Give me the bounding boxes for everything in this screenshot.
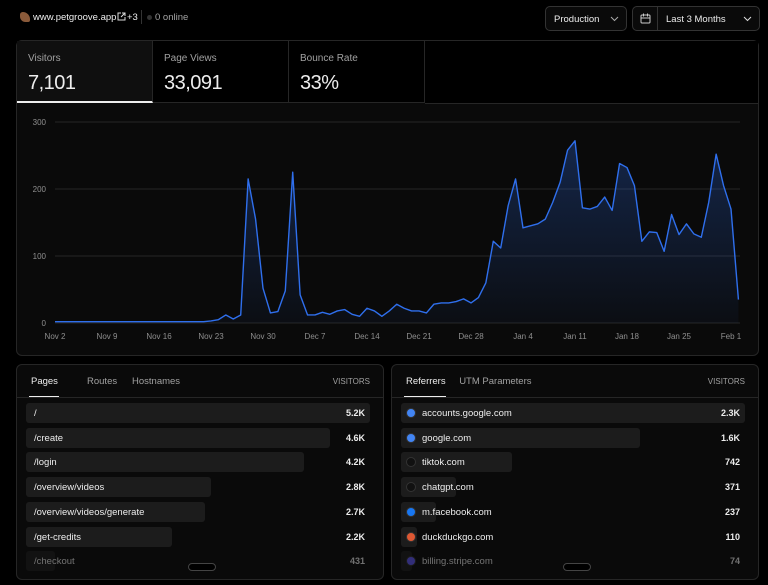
row-value: 2.3K [721, 408, 740, 418]
x-tick-label: Nov 9 [97, 332, 118, 341]
y-tick-label: 300 [33, 118, 47, 127]
table-row[interactable]: chatgpt.com 371 [401, 477, 745, 497]
row-value: 742 [725, 457, 740, 467]
pages-panel: Pages Routes Hostnames VISITORS / 5.2K/create… [16, 364, 384, 580]
table-row[interactable]: / 5.2K [26, 403, 370, 423]
x-tick-label: Jan 11 [563, 332, 587, 341]
value-bar [26, 428, 330, 448]
row-label: /get-credits [34, 532, 81, 543]
x-tick-label: Nov 2 [45, 332, 66, 341]
x-tick-label: Feb 1 [721, 332, 742, 341]
row-value: 2.2K [346, 532, 365, 542]
tab[interactable]: UTM Parameters [459, 376, 531, 387]
x-tick-label: Nov 23 [198, 332, 224, 341]
row-value: 4.6K [346, 433, 365, 443]
table-row[interactable]: m.facebook.com 237 [401, 502, 745, 522]
row-label: duckduckgo.com [422, 532, 493, 543]
header-rule [17, 397, 383, 398]
row-value: 1.6K [721, 433, 740, 443]
row-label: chatgpt.com [422, 482, 474, 493]
x-tick-label: Nov 30 [250, 332, 276, 341]
row-label: billing.stripe.com [422, 556, 493, 567]
x-tick-label: Dec 14 [354, 332, 380, 341]
value-bar [26, 403, 370, 423]
row-label: /overview/videos [34, 482, 104, 493]
value-bar [26, 452, 304, 472]
table-row[interactable]: /login 4.2K [26, 452, 370, 472]
source-icon [406, 556, 416, 566]
table-row[interactable]: tiktok.com 742 [401, 452, 745, 472]
row-label: accounts.google.com [422, 408, 512, 419]
column-header: VISITORS [708, 377, 745, 386]
x-tick-label: Jan 4 [513, 332, 533, 341]
tab[interactable]: Hostnames [132, 376, 180, 387]
x-tick-label: Jan 18 [615, 332, 640, 341]
row-label: /login [34, 457, 57, 468]
row-value: 2.7K [346, 507, 365, 517]
x-tick-label: Dec 28 [458, 332, 484, 341]
table-row[interactable]: /get-credits 2.2K [26, 527, 370, 547]
row-value: 74 [730, 556, 740, 566]
source-icon [406, 532, 416, 542]
row-label: / [34, 408, 37, 419]
row-label: tiktok.com [422, 457, 465, 468]
column-header: VISITORS [333, 377, 370, 386]
source-icon [406, 433, 416, 443]
x-tick-label: Dec 21 [406, 332, 432, 341]
scroll-pill [563, 563, 591, 571]
x-tick-label: Nov 16 [146, 332, 172, 341]
header-rule [392, 397, 758, 398]
table-row[interactable]: duckduckgo.com 110 [401, 527, 745, 547]
y-tick-label: 0 [42, 319, 47, 328]
table-row[interactable]: google.com 1.6K [401, 428, 745, 448]
tab[interactable]: Pages [31, 376, 58, 387]
row-value: 4.2K [346, 457, 365, 467]
row-value: 431 [350, 556, 365, 566]
row-value: 371 [725, 482, 740, 492]
table-row[interactable]: /overview/videos/generate 2.7K [26, 502, 370, 522]
table-row[interactable]: /create 4.6K [26, 428, 370, 448]
row-value: 2.8K [346, 482, 365, 492]
row-value: 237 [725, 507, 740, 517]
x-tick-label: Jan 25 [667, 332, 692, 341]
referrers-panel: Referrers UTM Parameters VISITORS accounts.… [391, 364, 759, 580]
row-label: /create [34, 433, 63, 444]
x-tick-label: Dec 7 [305, 332, 326, 341]
area-fill [55, 141, 738, 323]
row-label: /checkout [34, 556, 75, 567]
chart: 0 100 200 300 Nov 2 Nov 9 Nov 16 Nov 23 Nov 30 De… [0, 0, 768, 360]
row-label: m.facebook.com [422, 507, 492, 518]
y-tick-label: 200 [33, 185, 47, 194]
y-tick-label: 100 [33, 252, 47, 261]
source-icon [406, 507, 416, 517]
row-value: 5.2K [346, 408, 365, 418]
scroll-pill [188, 563, 216, 571]
row-label: /overview/videos/generate [34, 507, 144, 518]
tab[interactable]: Routes [87, 376, 117, 387]
row-label: google.com [422, 433, 471, 444]
tab[interactable]: Referrers [406, 376, 446, 387]
table-row[interactable]: accounts.google.com 2.3K [401, 403, 745, 423]
row-value: 110 [725, 532, 740, 542]
source-icon [406, 408, 416, 418]
table-row[interactable]: /overview/videos 2.8K [26, 477, 370, 497]
